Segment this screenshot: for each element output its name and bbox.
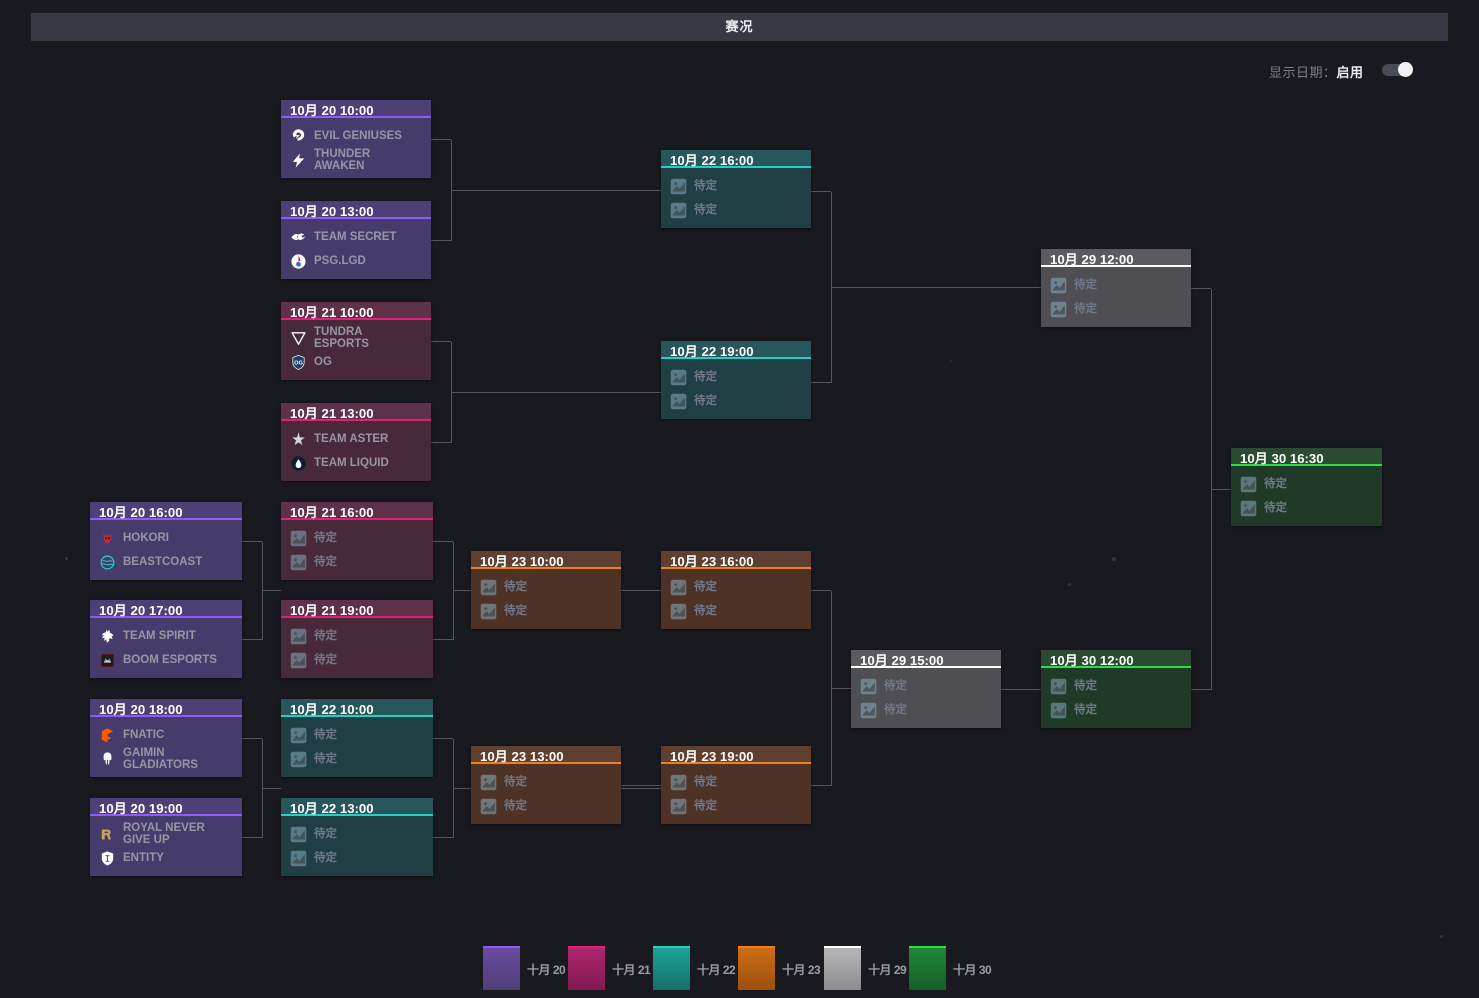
svg-text:OG: OG — [294, 360, 303, 366]
